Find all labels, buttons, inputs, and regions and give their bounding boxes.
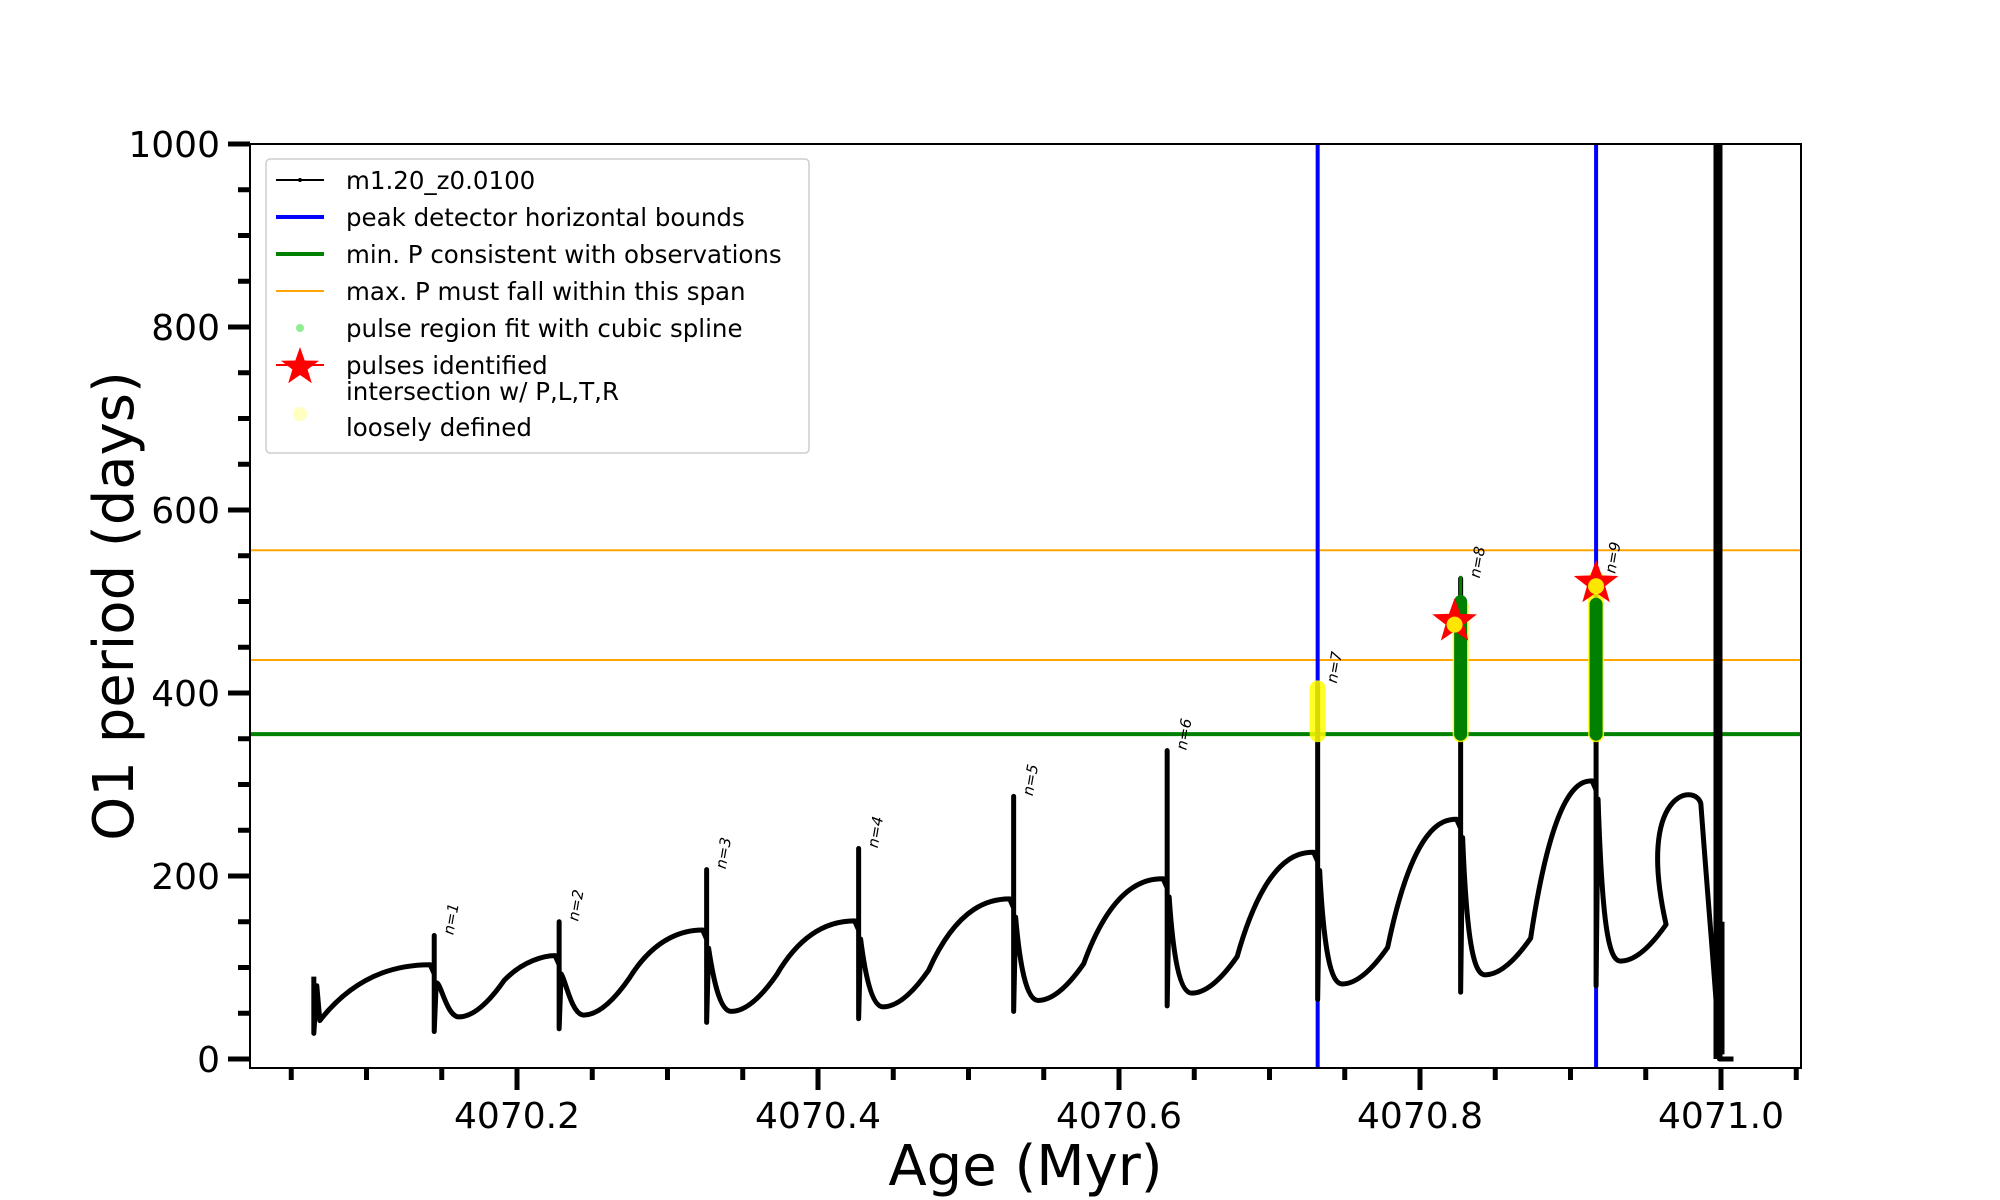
axes-frame [249,143,1802,1069]
y-tick-label: 1000 [128,125,220,166]
x-tick-label: 4071.0 [1658,1096,1784,1137]
legend-handle-dot [298,178,302,182]
legend-box [265,158,810,454]
plot-area: n=1 n=2 n=3 n=4 n=5 n=6 n=7 n=8 n=9 [250,144,1801,1068]
legend-label-line2: loosely defined [346,413,532,442]
pulse-label-3: n=3 [712,836,735,870]
x-axis-label: Age (Myr) [888,1134,1162,1199]
legend-label: pulse region fit with cubic spline [346,314,743,343]
pulse-star-center-0 [1446,616,1463,633]
y-tick-label: 200 [151,857,220,898]
x-tick-label: 4070.8 [1357,1096,1483,1137]
y-axis-label: O1 period (days) [82,371,147,841]
x-tick-label: 4070.6 [1056,1096,1182,1137]
axis-ticks: 0 200 400 600 800 1000 4070.2 4070.4 4070.6 4070.… [128,125,1799,1137]
legend-label: intersection w/ P,L,T,R [346,377,619,406]
legend-label: max. P must fall within this span [346,277,746,306]
legend-label: peak detector horizontal bounds [346,203,745,232]
legend-handle-circle [293,407,307,421]
legend-label: m1.20_z0.0100 [346,166,535,195]
legend-label: pulses identified [346,351,548,380]
pulse-label-7: n=7 [1323,650,1346,685]
legend-handle-star [281,347,319,384]
y-tick-label: 800 [151,308,220,349]
plot-content [250,144,1801,1068]
pulse-label-2: n=2 [564,888,587,922]
x-tick-label: 4070.4 [755,1096,881,1137]
legend-label: min. P consistent with observations [346,240,782,269]
pulse-label-5: n=5 [1019,763,1042,797]
pulse-label-1: n=1 [439,902,462,936]
y-tick-label: 600 [151,491,220,532]
pulse-label-4: n=4 [864,815,887,849]
x-tick-label: 4070.2 [454,1096,580,1137]
series-curve [311,571,1734,1062]
pulse-label-6: n=6 [1172,717,1195,751]
y-tick-label: 400 [151,674,220,715]
y-tick-label: 0 [197,1040,220,1081]
legend-handle-dot [296,324,304,332]
pulse-label-8: n=8 [1466,545,1489,579]
pulse-star-center-1 [1588,578,1605,595]
pulse-label-9: n=9 [1601,540,1624,574]
